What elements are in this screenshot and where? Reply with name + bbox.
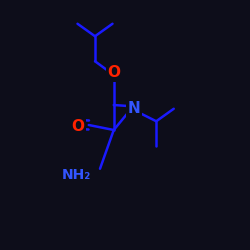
Text: O: O — [107, 65, 120, 80]
Text: O: O — [71, 119, 84, 134]
Text: N: N — [128, 101, 140, 116]
Text: NH₂: NH₂ — [62, 168, 91, 182]
